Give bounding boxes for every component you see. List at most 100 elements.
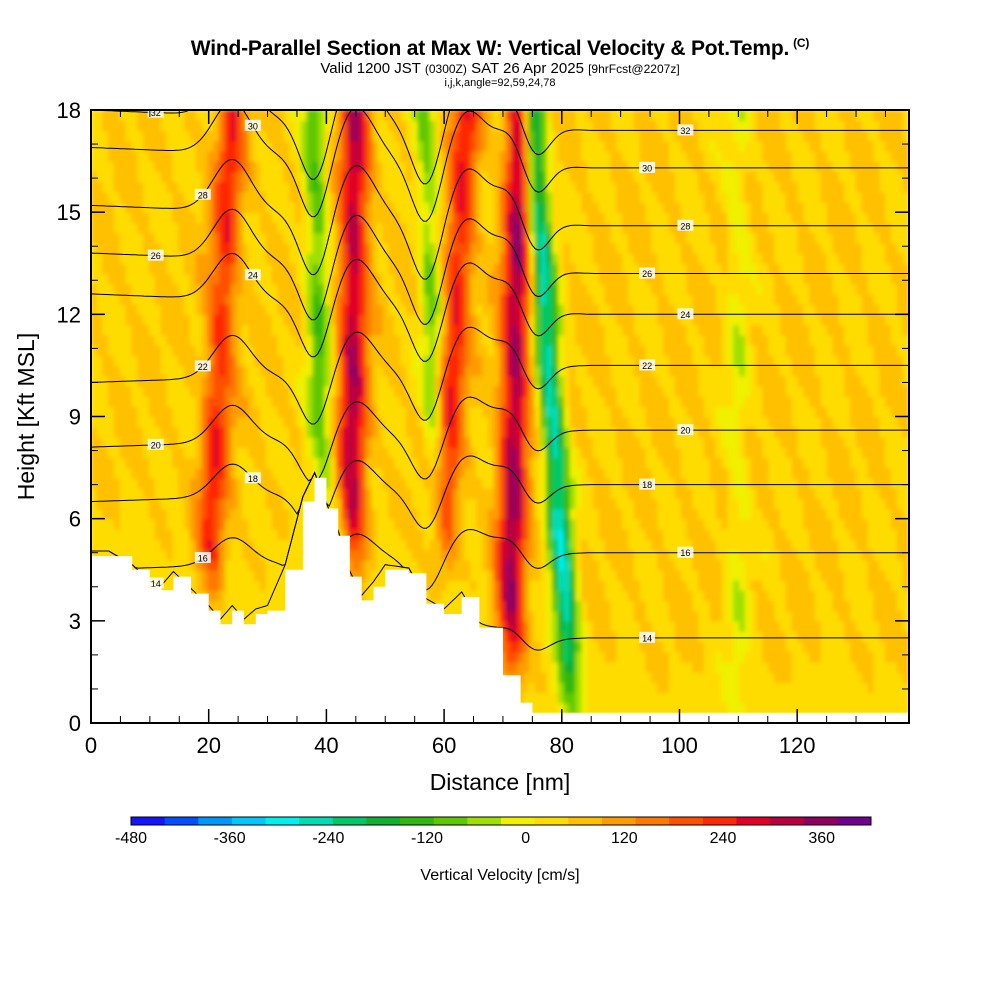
velocity-cell	[131, 467, 139, 479]
velocity-cell	[820, 691, 828, 704]
velocity-cell	[750, 364, 758, 377]
velocity-cell	[534, 477, 542, 489]
velocity-cell	[756, 589, 764, 602]
velocity-cell	[546, 518, 554, 530]
velocity-cell	[592, 477, 601, 489]
velocity-cell	[581, 364, 589, 377]
velocity-cell	[446, 559, 454, 571]
velocity-cell	[832, 548, 840, 561]
velocity-cell	[867, 559, 875, 571]
velocity-cell	[657, 375, 665, 387]
velocity-cell	[604, 375, 612, 387]
velocity-cell	[610, 436, 618, 448]
velocity-cell	[704, 548, 712, 561]
velocity-cell	[756, 436, 764, 448]
velocity-cell	[791, 426, 799, 438]
velocity-cell	[452, 446, 460, 459]
velocity-cell	[815, 446, 823, 459]
velocity-cell	[750, 691, 758, 704]
velocity-cell	[820, 548, 828, 561]
velocity-cell	[850, 661, 858, 673]
velocity-cell	[645, 589, 653, 602]
velocity-cell	[487, 589, 495, 602]
velocity-cell	[838, 364, 846, 377]
velocity-cell	[604, 456, 612, 469]
velocity-cell	[698, 446, 706, 459]
velocity-cell	[435, 436, 443, 448]
velocity-cell	[224, 436, 232, 448]
velocity-cell	[119, 426, 127, 438]
velocity-cell	[505, 569, 513, 581]
velocity-cell	[481, 548, 490, 561]
velocity-cell	[674, 364, 682, 377]
velocity-cell	[873, 610, 881, 622]
velocity-cell	[727, 569, 735, 581]
velocity-cell	[359, 436, 367, 448]
velocity-cell	[820, 620, 828, 632]
velocity-cell	[540, 436, 548, 448]
velocity-cell	[429, 354, 437, 367]
velocity-cell	[376, 456, 384, 469]
velocity-cell	[335, 487, 343, 499]
velocity-cell	[219, 610, 227, 622]
velocity-cell	[826, 599, 834, 612]
velocity-cell	[867, 640, 875, 653]
velocity-cell	[680, 467, 688, 479]
velocity-cell	[365, 477, 373, 489]
velocity-cell	[557, 518, 565, 530]
velocity-cell	[517, 620, 525, 632]
velocity-cell	[557, 487, 565, 499]
velocity-cell	[265, 395, 273, 407]
velocity-cell	[616, 589, 624, 602]
velocity-cell	[820, 640, 828, 653]
velocity-cell	[709, 548, 717, 561]
velocity-cell	[779, 405, 787, 418]
velocity-cell	[143, 456, 151, 469]
velocity-cell	[832, 385, 840, 397]
velocity-cell	[890, 467, 899, 479]
velocity-cell	[388, 538, 396, 551]
velocity-cell	[715, 518, 723, 530]
velocity-cell	[704, 538, 712, 551]
velocity-cell	[411, 497, 419, 510]
velocity-cell	[400, 446, 408, 459]
velocity-cell	[628, 446, 636, 459]
velocity-cell	[91, 426, 98, 438]
velocity-cell	[224, 446, 232, 459]
velocity-cell	[663, 589, 671, 602]
velocity-cell	[721, 364, 729, 377]
velocity-cell	[686, 507, 694, 520]
velocity-cell	[657, 538, 665, 551]
velocity-cell	[610, 426, 618, 438]
velocity-cell	[850, 579, 858, 591]
velocity-cell	[476, 487, 484, 499]
velocity-cell	[166, 395, 174, 407]
velocity-cell	[779, 640, 787, 653]
velocity-cell	[248, 610, 256, 622]
velocity-cell	[768, 640, 776, 653]
velocity-cell	[335, 405, 343, 418]
velocity-cell	[832, 405, 840, 418]
velocity-cell	[446, 395, 454, 407]
velocity-cell	[295, 426, 303, 438]
velocity-cell	[230, 354, 238, 367]
velocity-cell	[774, 650, 782, 663]
velocity-cell	[213, 487, 221, 499]
velocity-cell	[96, 446, 104, 459]
velocity-cell	[517, 518, 525, 530]
velocity-cell	[622, 436, 630, 448]
velocity-cell	[768, 375, 776, 387]
velocity-cell	[744, 569, 752, 581]
velocity-cell	[610, 395, 618, 407]
velocity-cell	[592, 681, 601, 694]
velocity-cell	[511, 630, 519, 642]
velocity-cell	[236, 395, 244, 407]
velocity-cell	[96, 548, 104, 561]
velocity-cell	[271, 467, 279, 479]
velocity-cell	[441, 364, 449, 377]
velocity-cell	[832, 446, 840, 459]
velocity-cell	[195, 385, 203, 397]
velocity-cell	[657, 640, 665, 653]
velocity-cell	[435, 405, 443, 418]
velocity-cell	[195, 538, 203, 551]
